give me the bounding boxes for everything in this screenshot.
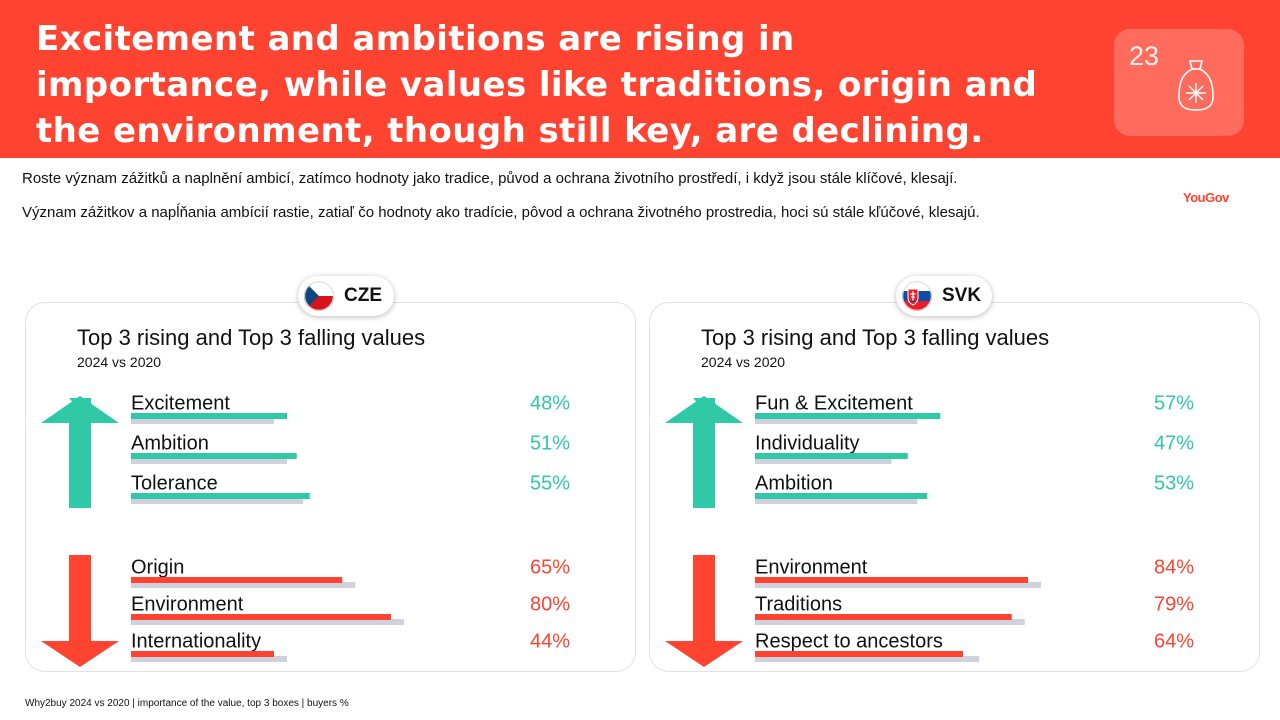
country-badge-svk: SVK: [896, 276, 992, 316]
title-line-1: Excitement and ambitions are rising in: [36, 19, 795, 59]
bar-2024: [131, 651, 274, 657]
page-badge: 23: [1114, 29, 1244, 136]
bar-2020: [131, 418, 274, 424]
bar-2020: [755, 418, 918, 424]
bar-2024: [131, 413, 287, 419]
bar-2024: [755, 493, 928, 499]
value-label: 79%: [1154, 593, 1194, 615]
value-label: 44%: [530, 630, 570, 652]
category-label: Fun & Excitement: [755, 392, 913, 414]
page-number: 23: [1129, 41, 1160, 71]
country-code: SVK: [942, 285, 982, 306]
bar-2020: [131, 582, 356, 588]
category-label: Respect to ancestors: [755, 630, 943, 652]
bar-2020: [131, 498, 304, 504]
chart-panel-cze: Top 3 rising and Top 3 falling values 20…: [25, 302, 636, 672]
chart-svg-cze: Excitement 48% Ambition 51% Tolerance 55% Orig…: [41, 392, 570, 667]
category-label: Internationality: [131, 630, 261, 652]
chart-title: Top 3 rising and Top 3 falling values: [701, 325, 1050, 350]
value-label: 57%: [1154, 392, 1194, 414]
category-label: Origin: [131, 556, 184, 578]
value-label: 84%: [1154, 556, 1194, 578]
value-label: 64%: [1154, 630, 1194, 652]
header-banner: Excitement and ambitions are rising in i…: [0, 0, 1280, 158]
bar-2020: [131, 656, 287, 662]
bar-2024: [755, 651, 963, 657]
chart-svg-svk: Fun & Excitement 57% Individuality 47% Ambit…: [665, 392, 1194, 667]
chart-title: Top 3 rising and Top 3 falling values: [77, 325, 426, 350]
subtitle-czech: Roste význam zážitků a naplnění ambicí, …: [22, 170, 958, 187]
chart-subtitle: 2024 vs 2020: [701, 354, 786, 370]
category-label: Traditions: [755, 593, 842, 615]
country-badge-cze: CZE: [298, 276, 394, 316]
category-label: Ambition: [755, 472, 833, 494]
bar-2020: [131, 458, 287, 464]
arrow-down-icon: [41, 555, 119, 667]
bar-2020: [755, 619, 1025, 625]
czech-flag-icon: [304, 281, 334, 311]
value-label: 51%: [530, 432, 570, 454]
bar-2020: [755, 582, 1041, 588]
category-label: Excitement: [131, 392, 230, 414]
arrow-down-icon: [665, 555, 743, 667]
title-line-2: importance, while values like traditions…: [36, 65, 1038, 105]
bar-2020: [755, 656, 980, 662]
category-label: Ambition: [131, 432, 209, 454]
footnote: Why2buy 2024 vs 2020 | importance of the…: [25, 698, 349, 709]
bar-2024: [131, 493, 310, 499]
arrow-up-icon: [665, 396, 743, 508]
bar-2020: [755, 498, 918, 504]
category-label: Tolerance: [131, 472, 218, 494]
chart-panel-svk: Top 3 rising and Top 3 falling values 20…: [649, 302, 1260, 672]
bar-2024: [131, 453, 297, 459]
category-label: Environment: [755, 556, 868, 578]
value-label: 65%: [530, 556, 570, 578]
subtitle-slovak: Význam zážitkov a napĺňania ambícií rast…: [22, 204, 980, 221]
category-label: Individuality: [755, 432, 860, 454]
bar-2024: [131, 614, 391, 620]
value-label: 47%: [1154, 432, 1194, 454]
value-label: 80%: [530, 593, 570, 615]
title-line-3: the environment, though still key, are d…: [36, 111, 984, 151]
bar-2020: [755, 458, 892, 464]
page-title: Excitement and ambitions are rising in i…: [36, 16, 1096, 154]
bar-2024: [755, 413, 941, 419]
country-code: CZE: [344, 285, 382, 306]
bar-2024: [755, 453, 908, 459]
value-label: 55%: [530, 472, 570, 494]
value-label: 48%: [530, 392, 570, 414]
arrow-up-icon: [41, 396, 119, 508]
yougov-logo: YouGov: [1183, 190, 1229, 205]
slovak-flag-icon: [902, 281, 932, 311]
chart-subtitle: 2024 vs 2020: [77, 354, 162, 370]
bar-2024: [131, 577, 343, 583]
category-label: Environment: [131, 593, 244, 615]
bag-icon: [1178, 60, 1214, 111]
bar-2024: [755, 614, 1012, 620]
value-label: 53%: [1154, 472, 1194, 494]
bar-2020: [131, 619, 404, 625]
bar-2024: [755, 577, 1028, 583]
